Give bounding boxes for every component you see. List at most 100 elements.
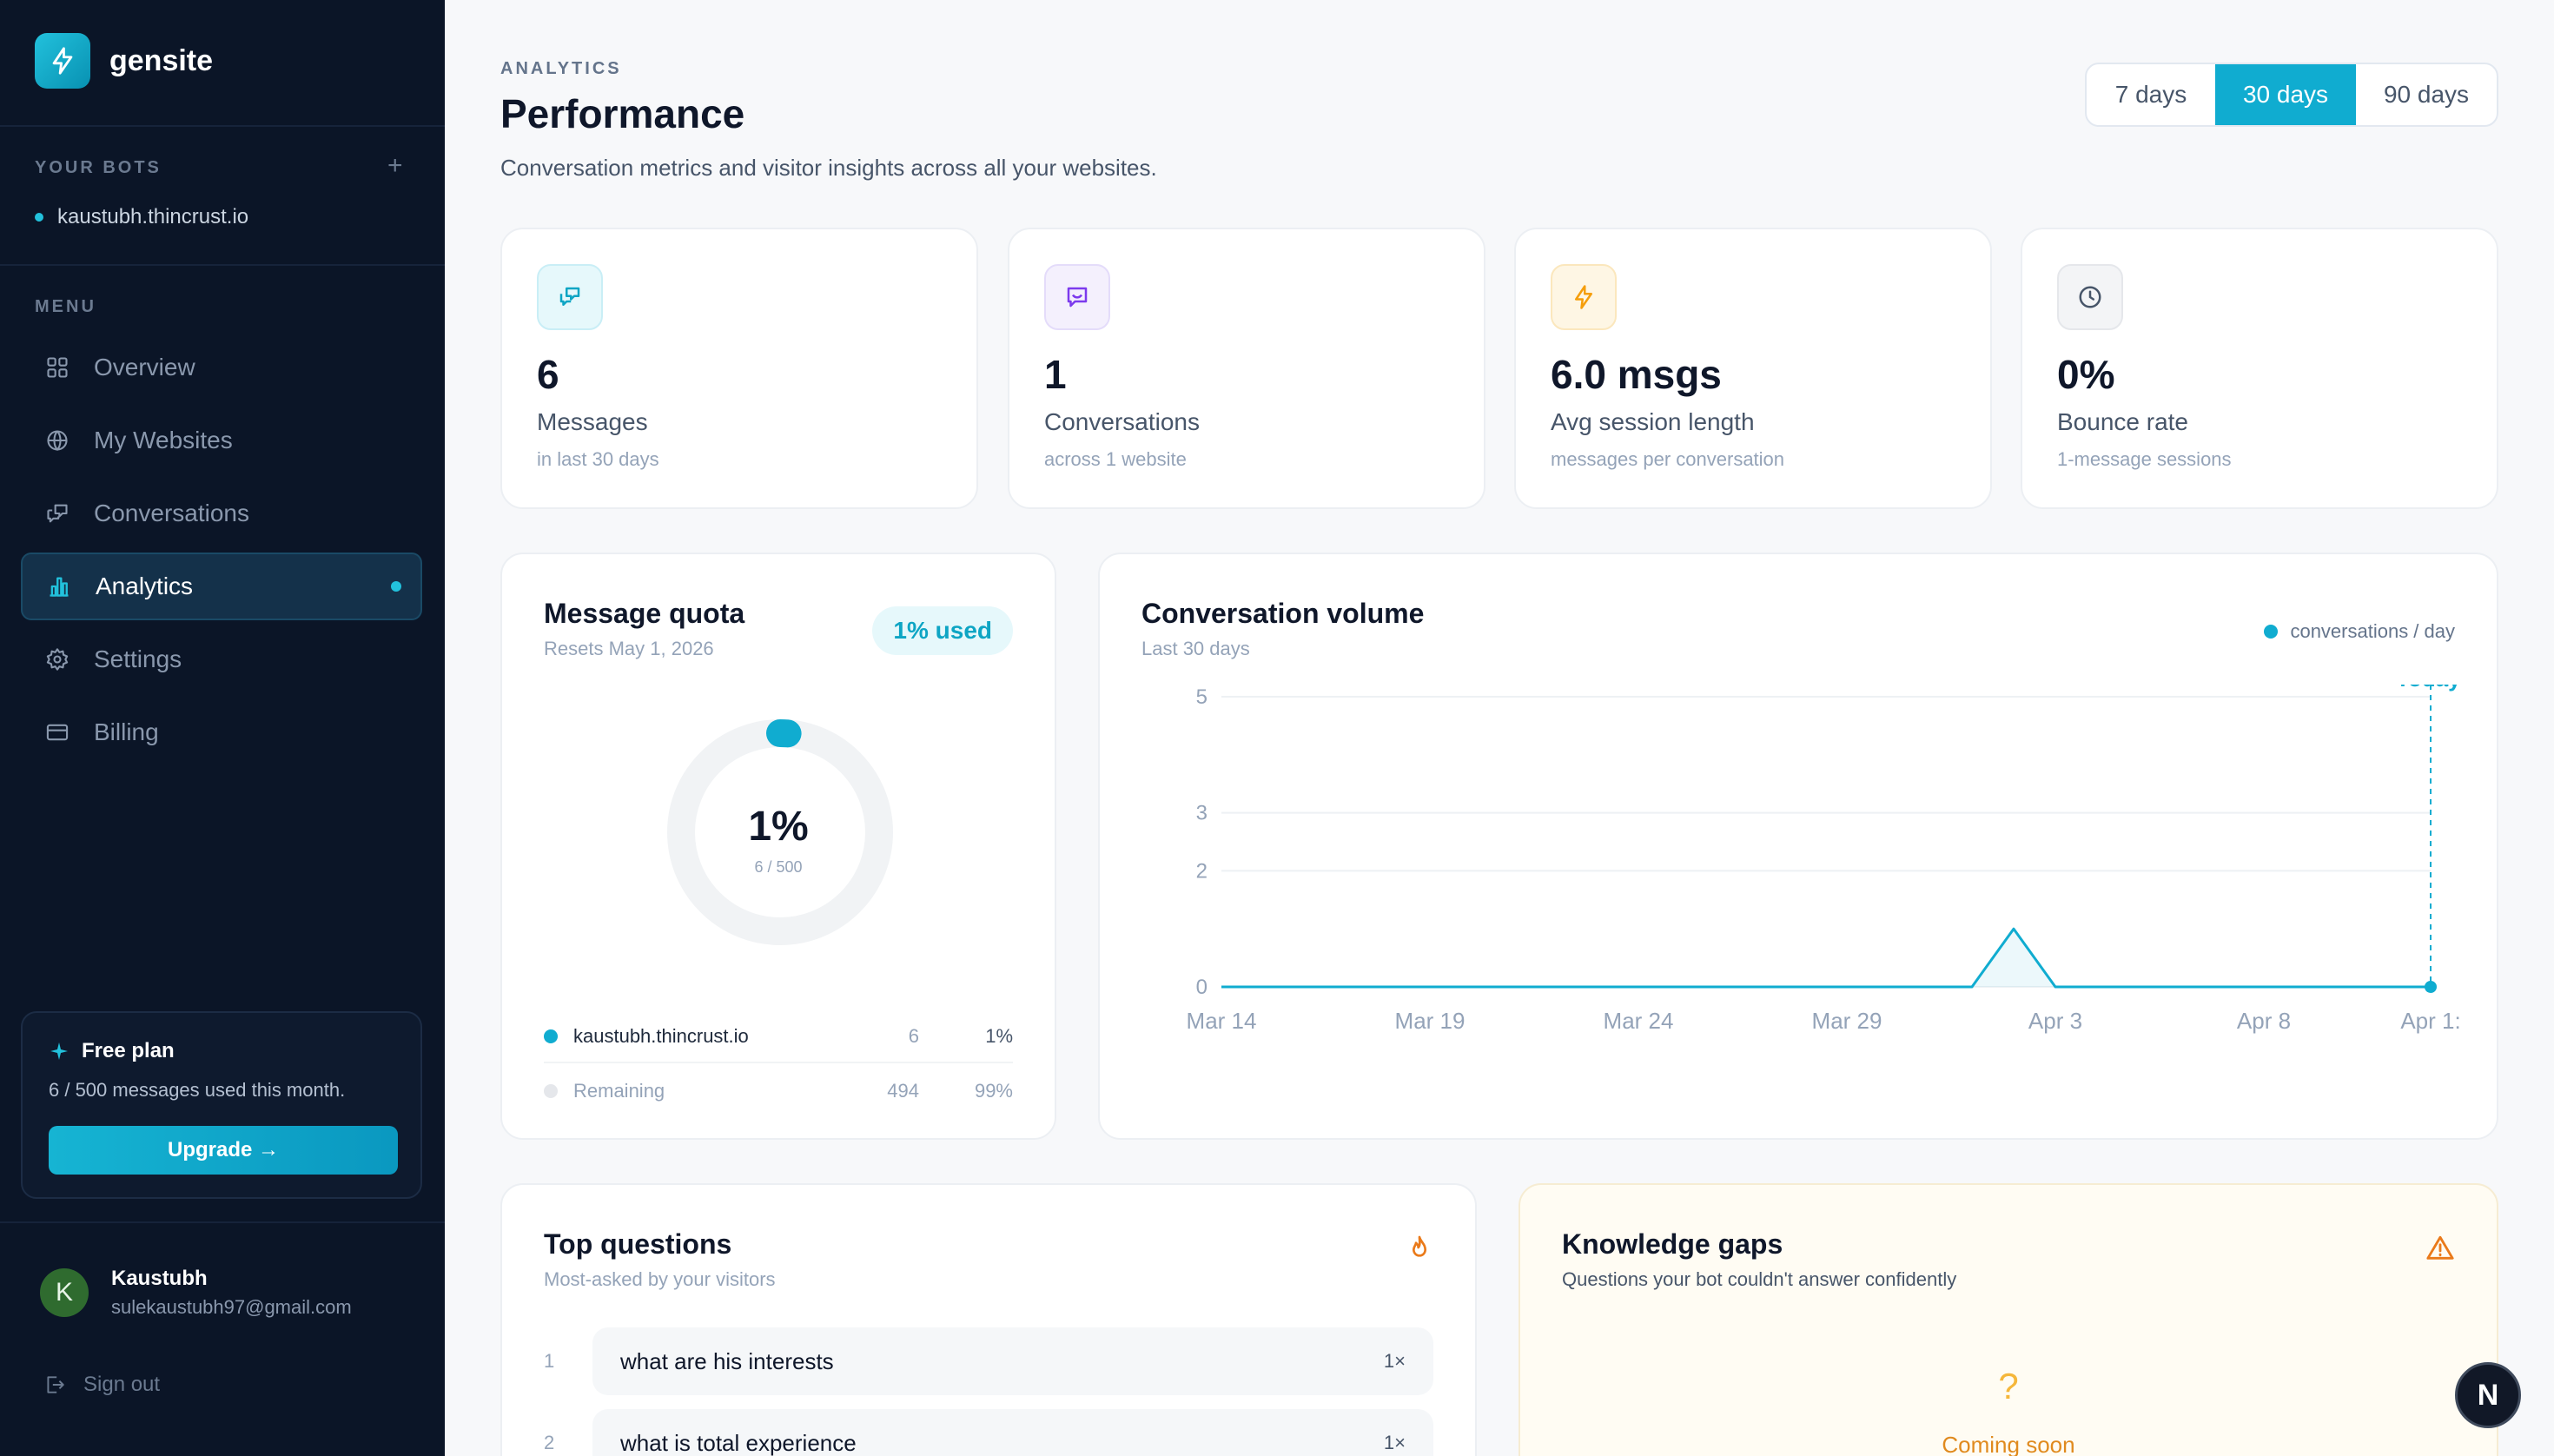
plan-title: Free plan [49, 1039, 175, 1063]
donut-center-value: 1% [748, 804, 809, 850]
sidebar-item-label: Analytics [96, 572, 194, 599]
plan-card: Free plan 6 / 500 messages used this mon… [21, 1011, 422, 1199]
quota-subtitle: Resets May 1, 2026 [544, 638, 714, 659]
sparkle-icon [49, 1041, 69, 1062]
menu-section-label: MENU [35, 297, 96, 316]
clock-icon [2057, 264, 2123, 330]
range-90-days-button[interactable]: 90 days [2383, 81, 2470, 108]
sidebar-item-billing[interactable]: Billing [21, 698, 422, 766]
bots-section-label: YOUR BOTS [35, 158, 162, 177]
brand[interactable]: gensite [35, 33, 213, 89]
x-tick-label: Apr 3 [2028, 1008, 2082, 1034]
series-line [1221, 927, 2431, 989]
quota-row-count: 6 [908, 1025, 919, 1047]
user-name: Kaustubh [111, 1267, 208, 1290]
y-tick-label: 0 [1196, 976, 1208, 999]
warning-icon [2425, 1234, 2455, 1263]
quota-row-count: 494 [887, 1080, 919, 1102]
question-box: what is total experience 1× [592, 1409, 1433, 1456]
page-eyebrow: ANALYTICS [500, 59, 622, 78]
bar-chart-icon [45, 572, 73, 600]
today-point [2425, 981, 2437, 993]
next-dev-tools-button[interactable]: N [2455, 1362, 2521, 1428]
stat-card-avg-session: 6.0 msgs Avg session length messages per… [1514, 228, 1992, 509]
bot-name: kaustubh.thincrust.io [57, 205, 249, 228]
message-quota-card: Message quota Resets May 1, 2026 1% used… [500, 553, 1056, 1140]
stat-note: across 1 website [1044, 448, 1187, 470]
stat-value: 1 [1044, 352, 1067, 397]
stat-label: Avg session length [1551, 408, 1755, 435]
bolt-icon [35, 33, 90, 89]
bot-item[interactable]: kaustubh.thincrust.io [35, 205, 248, 229]
top-questions-card: Top questions Most-asked by your visitor… [500, 1183, 1477, 1456]
quota-row: kaustubh.thincrust.io 6 1% [544, 1011, 1013, 1063]
y-tick-label: 3 [1196, 802, 1208, 825]
x-tick-label: Mar 29 [1812, 1008, 1882, 1034]
question-rank: 2 [544, 1432, 555, 1453]
top-questions-subtitle: Most-asked by your visitors [544, 1268, 776, 1290]
grid-icon [43, 354, 71, 381]
sidebar-item-settings[interactable]: Settings [21, 625, 422, 693]
legend-dot [2264, 625, 2279, 639]
credit-card-icon [43, 718, 71, 746]
question-text: what are his interests [620, 1347, 834, 1374]
chat-bubble-icon [1044, 264, 1110, 330]
question-box: what are his interests 1× [592, 1327, 1433, 1395]
knowledge-gaps-subtitle: Questions your bot couldn't answer confi… [1562, 1268, 1957, 1290]
x-tick-label: Mar 24 [1604, 1008, 1674, 1034]
sidebar: gensite YOUR BOTS + kaustubh.thincrust.i… [0, 0, 445, 1456]
sidebar-item-my-websites[interactable]: My Websites [21, 407, 422, 474]
sidebar-item-label: My Websites [94, 427, 233, 453]
sidebar-item-conversations[interactable]: Conversations [21, 480, 422, 547]
quota-row: Remaining 494 99% [544, 1074, 1013, 1109]
avatar[interactable]: K [40, 1268, 89, 1317]
active-indicator-dot [391, 581, 401, 592]
sidebar-item-label: Overview [94, 354, 195, 381]
quota-title: Message quota [544, 598, 745, 629]
quota-row-name: Remaining [573, 1080, 665, 1102]
sidebar-item-analytics[interactable]: Analytics [21, 553, 422, 620]
coming-soon-label: Coming soon [1942, 1432, 2075, 1456]
divider [0, 125, 445, 127]
add-bot-button[interactable]: + [387, 151, 403, 180]
usage-badge: 1% used [872, 606, 1013, 655]
legend-dot [544, 1084, 558, 1098]
flame-icon [1406, 1234, 1433, 1261]
stat-card-conversations: 1 Conversations across 1 website [1008, 228, 1485, 509]
divider [0, 1221, 445, 1223]
sign-out-label: Sign out [83, 1373, 161, 1396]
stat-card-bounce-rate: 0% Bounce rate 1-message sessions [2021, 228, 2498, 509]
stat-value: 6 [537, 352, 559, 397]
stat-value: 6.0 msgs [1551, 352, 1722, 397]
conversation-volume-card: Conversation volume Last 30 days convers… [1098, 553, 2498, 1140]
quota-row-name: kaustubh.thincrust.io [573, 1025, 749, 1047]
list-item[interactable]: 1 what are his interests 1× [544, 1327, 1433, 1395]
volume-subtitle: Last 30 days [1141, 638, 1250, 659]
x-tick-label: Mar 19 [1395, 1008, 1466, 1034]
upgrade-button[interactable]: Upgrade → [49, 1126, 398, 1175]
y-tick-label: 2 [1196, 859, 1208, 883]
sidebar-item-overview[interactable]: Overview [21, 334, 422, 401]
x-tick-label: Apr 1: [2400, 1008, 2460, 1034]
range-7-days-button[interactable]: 7 days [2114, 81, 2187, 108]
legend-label: conversations / day [2290, 620, 2455, 642]
knowledge-gaps-card: Knowledge gaps Questions your bot couldn… [1519, 1183, 2498, 1456]
brand-name: gensite [109, 43, 214, 77]
range-30-days-button[interactable]: 30 days [2215, 64, 2356, 125]
question-mark-icon: ? [1998, 1366, 2019, 1406]
globe-icon [43, 427, 71, 454]
stat-label: Bounce rate [2057, 408, 2188, 435]
gear-icon [43, 645, 71, 673]
list-item[interactable]: 2 what is total experience 1× [544, 1409, 1433, 1456]
volume-chart: 0 2 3 5 Mar 14 Mar 19 Mar 24 Mar 29 Apr 3 Apr 8 Ap… [1187, 685, 2461, 1034]
sidebar-item-label: Conversations [94, 500, 249, 526]
sign-out-button[interactable]: Sign out [43, 1373, 160, 1397]
question-count: 1× [1383, 1432, 1406, 1453]
stat-label: Messages [537, 408, 648, 435]
x-tick-label: Mar 14 [1187, 1008, 1257, 1034]
stat-card-messages: 6 Messages in last 30 days [500, 228, 978, 509]
divider [0, 264, 445, 266]
quota-donut [667, 719, 893, 945]
question-count: 1× [1383, 1350, 1406, 1372]
legend-dot [544, 1029, 558, 1043]
